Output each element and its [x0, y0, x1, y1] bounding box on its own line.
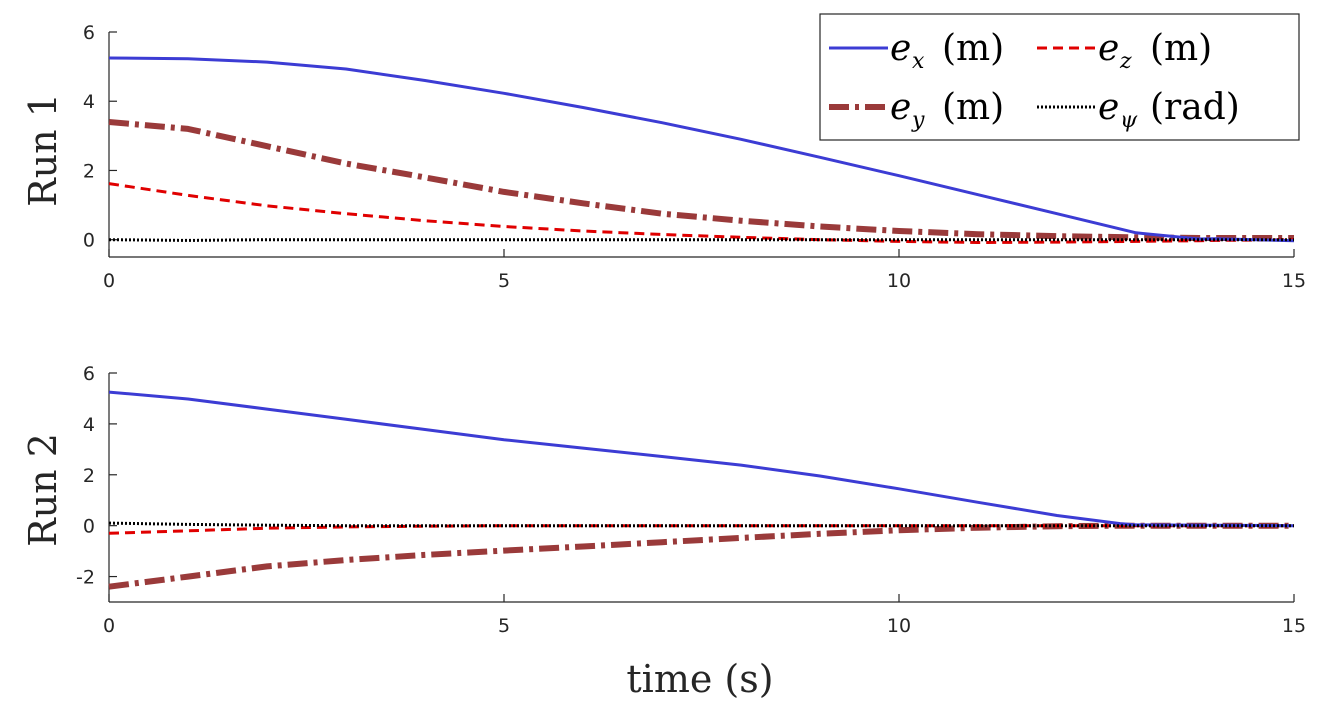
legend-ez-unit: (m): [1150, 28, 1212, 69]
legend-ex-sub: x: [912, 49, 925, 74]
y-tick-label: 2: [83, 465, 95, 487]
legend-epsi-symbol: e: [1098, 87, 1119, 128]
run-2-axes: 0 5 10 15 -2 0 2 4 6: [76, 363, 1306, 637]
x-tick-label: 10: [887, 615, 911, 637]
series-line-e-x-m-: [108, 390, 1295, 528]
y-tick-label: -2: [76, 567, 95, 589]
x-tick-label: 15: [1282, 615, 1306, 637]
run-1-ylabel: Run 1: [21, 93, 65, 207]
y-tick-label: 2: [83, 160, 95, 182]
x-tick-label: 0: [103, 615, 115, 637]
y-tick-label: 0: [83, 230, 95, 252]
y-tick-label: 4: [83, 414, 95, 436]
legend-ex-unit: (m): [942, 28, 1004, 69]
x-tick-label: 0: [103, 270, 115, 292]
series-line-e-z-m-: [108, 182, 1295, 244]
x-axis-label: time (s): [626, 657, 773, 701]
legend-ez-symbol: e: [1098, 28, 1119, 69]
legend-ey-sub: y: [911, 108, 925, 133]
series-line-e-x-m-: [108, 56, 1295, 243]
y-tick-label: 0: [83, 516, 95, 538]
y-tick-label: 6: [83, 363, 95, 385]
y-tick-label: 6: [83, 22, 95, 44]
legend-epsi-unit: (rad): [1150, 87, 1240, 128]
legend: e x (m) e z (m) e y (m) e ψ (rad): [819, 13, 1300, 141]
x-tick-label: 5: [498, 615, 510, 637]
series-line-e-rad-: [108, 521, 1294, 528]
run-1-axes: 0 5 10 15 0 2 4 6: [83, 22, 1306, 292]
legend-ez-sub: z: [1119, 49, 1132, 74]
y-tick-label: 4: [83, 91, 95, 113]
x-tick-label: 10: [887, 270, 911, 292]
legend-epsi-sub: ψ: [1120, 108, 1138, 133]
x-tick-label: 15: [1282, 270, 1306, 292]
legend-box: [819, 13, 1300, 141]
legend-ex-symbol: e: [890, 28, 911, 69]
series-line-e-y-m-: [108, 119, 1294, 241]
legend-ey-symbol: e: [890, 87, 911, 128]
legend-ey-unit: (m): [942, 87, 1004, 128]
x-tick-label: 5: [498, 270, 510, 292]
series-line-e-rad-: [108, 238, 1294, 242]
run-2-ylabel: Run 2: [21, 433, 65, 547]
series-line-e-y-m-: [108, 522, 1294, 590]
